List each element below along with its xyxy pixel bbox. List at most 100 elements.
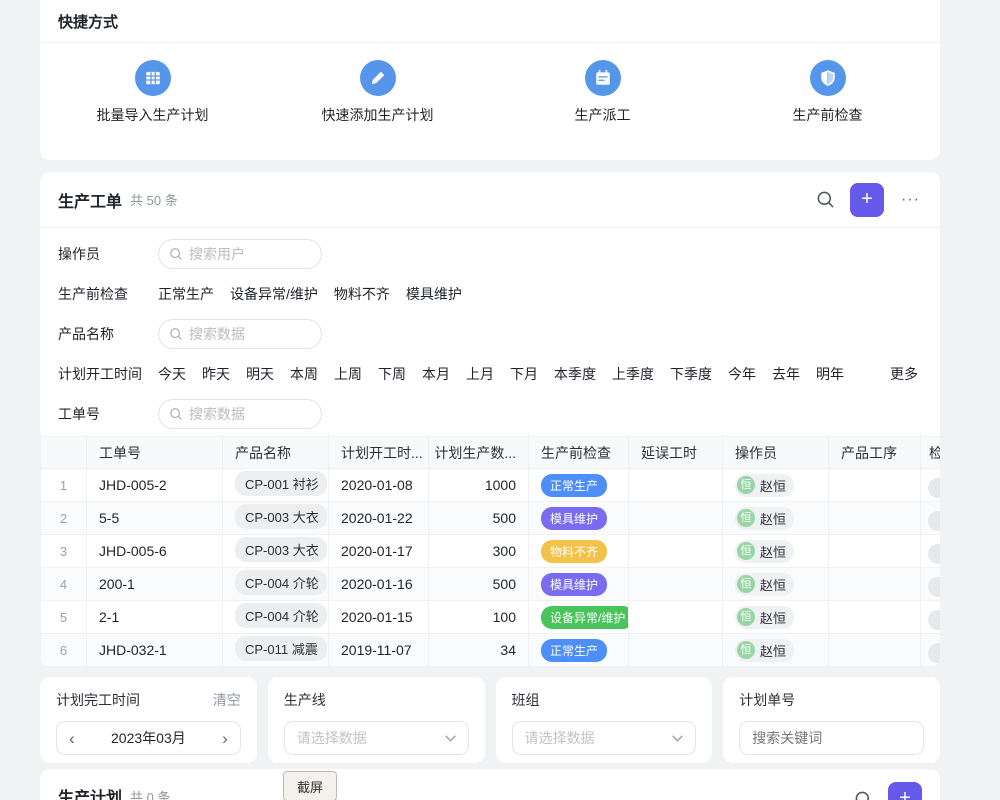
column-header: 生产前检查 [528,436,629,469]
table-row[interactable]: 6 JHD-032-1 CP-011 减震 2019-11-07 34 正常生产 恒赵恒 [40,633,940,667]
team-select[interactable]: 请选择数据 [511,721,697,755]
plan-start-option[interactable]: 下周 [378,366,406,382]
production-plan-count: 共 0 条 [130,790,171,800]
plan-start-option[interactable]: 去年 [772,366,800,382]
production-line-label: 生产线 [283,692,326,708]
add-work-order-button[interactable]: + [850,182,885,217]
plan-start-option[interactable]: 今年 [728,366,756,382]
status-badge: 模具维护 [541,506,608,530]
product-search-input[interactable] [158,319,322,349]
shortcut-pre-check[interactable]: 生产前检查 [715,60,940,125]
operator-name: 赵恒 [760,577,787,593]
cell-order-no: 5-5 [86,501,223,535]
operator-tag: 恒赵恒 [735,473,795,497]
cell-product: CP-001 衬衫 [222,468,329,502]
chevron-right-icon[interactable]: › [222,728,228,748]
cell-operator: 恒赵恒 [722,633,829,667]
plan-finish-card: 计划完工时间 清空 ‹ 2023年03月 › [40,677,257,763]
production-plan-title: 生产计划 [58,790,123,800]
cell-operator: 恒赵恒 [722,567,829,601]
cell-order-no: 200-1 [86,567,223,601]
plan-no-input[interactable] [740,722,923,754]
cell-quantity: 1000 [428,468,529,502]
status-badge: 正常生产 [541,638,608,662]
column-header [40,436,87,469]
table-row[interactable]: 4 200-1 CP-004 介轮 2020-01-16 500 模具维护 恒赵恒 [40,567,940,601]
cell-pre-check-status: 模具维护 [528,501,629,535]
operator-search-input[interactable] [158,239,322,269]
cell-index: 1 [40,468,87,502]
shortcut-quick-add[interactable]: 快速添加生产计划 [265,60,490,125]
select-placeholder: 请选择数据 [296,730,367,746]
plan-start-more-option[interactable]: 更多 [890,366,918,382]
filter-label: 工单号 [58,406,100,422]
plan-no-input-wrap [739,721,924,755]
plan-no-label: 计划单号 [739,692,796,708]
operator-name: 赵恒 [760,511,787,527]
work-orders-header: 生产工单 共 50 条 + ··· [40,172,940,228]
clear-button[interactable]: 清空 [212,692,241,708]
plan-start-option[interactable]: 上月 [466,366,494,382]
column-header: 操作员 [722,436,829,469]
plan-start-option[interactable]: 明天 [246,366,274,382]
cell-delay-hours [628,633,723,667]
search-icon[interactable] [854,790,873,800]
operator-tag: 恒赵恒 [735,539,795,563]
select-placeholder: 请选择数据 [524,730,595,746]
plan-start-option[interactable]: 本季度 [554,366,596,382]
plan-start-option[interactable]: 下季度 [670,366,712,382]
column-header: 产品名称 [222,436,329,469]
cell-quantity: 500 [428,567,529,601]
operator-tag: 恒赵恒 [735,506,795,530]
table-row[interactable]: 2 5-5 CP-003 大衣 2020-01-22 500 模具维护 恒赵恒 [40,501,940,535]
table-row[interactable]: 1 JHD-005-2 CP-001 衬衫 2020-01-08 1000 正常生产 恒赵恒 [40,468,940,502]
plan-start-option[interactable]: 昨天 [202,366,230,382]
shortcuts-card: 快捷方式 批量导入生产计划 快速添加生产计划 生产派工 [40,0,940,160]
cell-index: 6 [40,633,87,667]
product-search-field[interactable] [189,326,299,342]
pre-check-option[interactable]: 物料不齐 [333,286,390,302]
search-icon[interactable] [816,190,835,209]
cell-pre-check-status: 模具维护 [528,567,629,601]
pre-check-option[interactable]: 模具维护 [405,286,462,302]
month-picker[interactable]: ‹ 2023年03月 › [56,721,241,755]
cell-operator: 恒赵恒 [722,468,829,502]
pre-check-option[interactable]: 正常生产 [158,286,214,302]
cell-order-no: JHD-005-2 [86,468,223,502]
work-orders-count: 共 50 条 [130,193,178,208]
cell-quantity: 100 [428,600,529,634]
plan-start-option[interactable]: 本月 [422,366,450,382]
pre-check-option[interactable]: 设备异常/维护 [230,286,318,302]
cell-product: CP-004 介轮 [222,567,329,601]
shortcut-batch-import[interactable]: 批量导入生产计划 [40,60,265,125]
operator-search-field[interactable] [189,246,299,262]
avatar: 恒 [737,641,755,659]
plan-start-option[interactable]: 本周 [290,366,318,382]
chevron-down-icon [444,735,456,742]
product-tag: CP-004 介轮 [235,570,327,595]
table-row[interactable]: 5 2-1 CP-004 介轮 2020-01-15 100 设备异常/维护 恒赵恒 [40,600,940,634]
plan-start-option[interactable]: 上周 [334,366,362,382]
add-plan-button[interactable]: + [888,782,922,800]
plan-start-option[interactable]: 上季度 [612,366,654,382]
more-menu-icon[interactable]: ··· [901,190,920,208]
screenshot-button[interactable]: 截屏 [283,771,337,800]
column-header: 延误工时 [628,436,723,469]
table-row[interactable]: 3 JHD-005-6 CP-003 大衣 2020-01-17 300 物料不齐 恒赵恒 [40,534,940,568]
operator-tag: 恒赵恒 [735,638,795,662]
production-line-select[interactable]: 请选择数据 [283,721,469,755]
order-no-search-field[interactable] [189,406,299,422]
column-header: 产品工序 [828,436,921,469]
filter-pre-check: 生产前检查 正常生产 设备异常/维护 物料不齐 模具维护 [58,274,922,314]
shortcut-dispatch[interactable]: 生产派工 [490,60,715,125]
plan-no-card: 计划单号 [723,677,940,763]
plan-start-option[interactable]: 明年 [816,366,844,382]
chevron-left-icon[interactable]: ‹ [69,728,75,748]
plan-start-option[interactable]: 下月 [510,366,538,382]
cell-process [828,633,921,667]
status-badge: 物料不齐 [541,539,608,563]
cell-pre-check-status: 物料不齐 [528,534,629,568]
order-no-search-input[interactable] [158,399,322,429]
plan-start-option[interactable]: 今天 [158,366,186,382]
